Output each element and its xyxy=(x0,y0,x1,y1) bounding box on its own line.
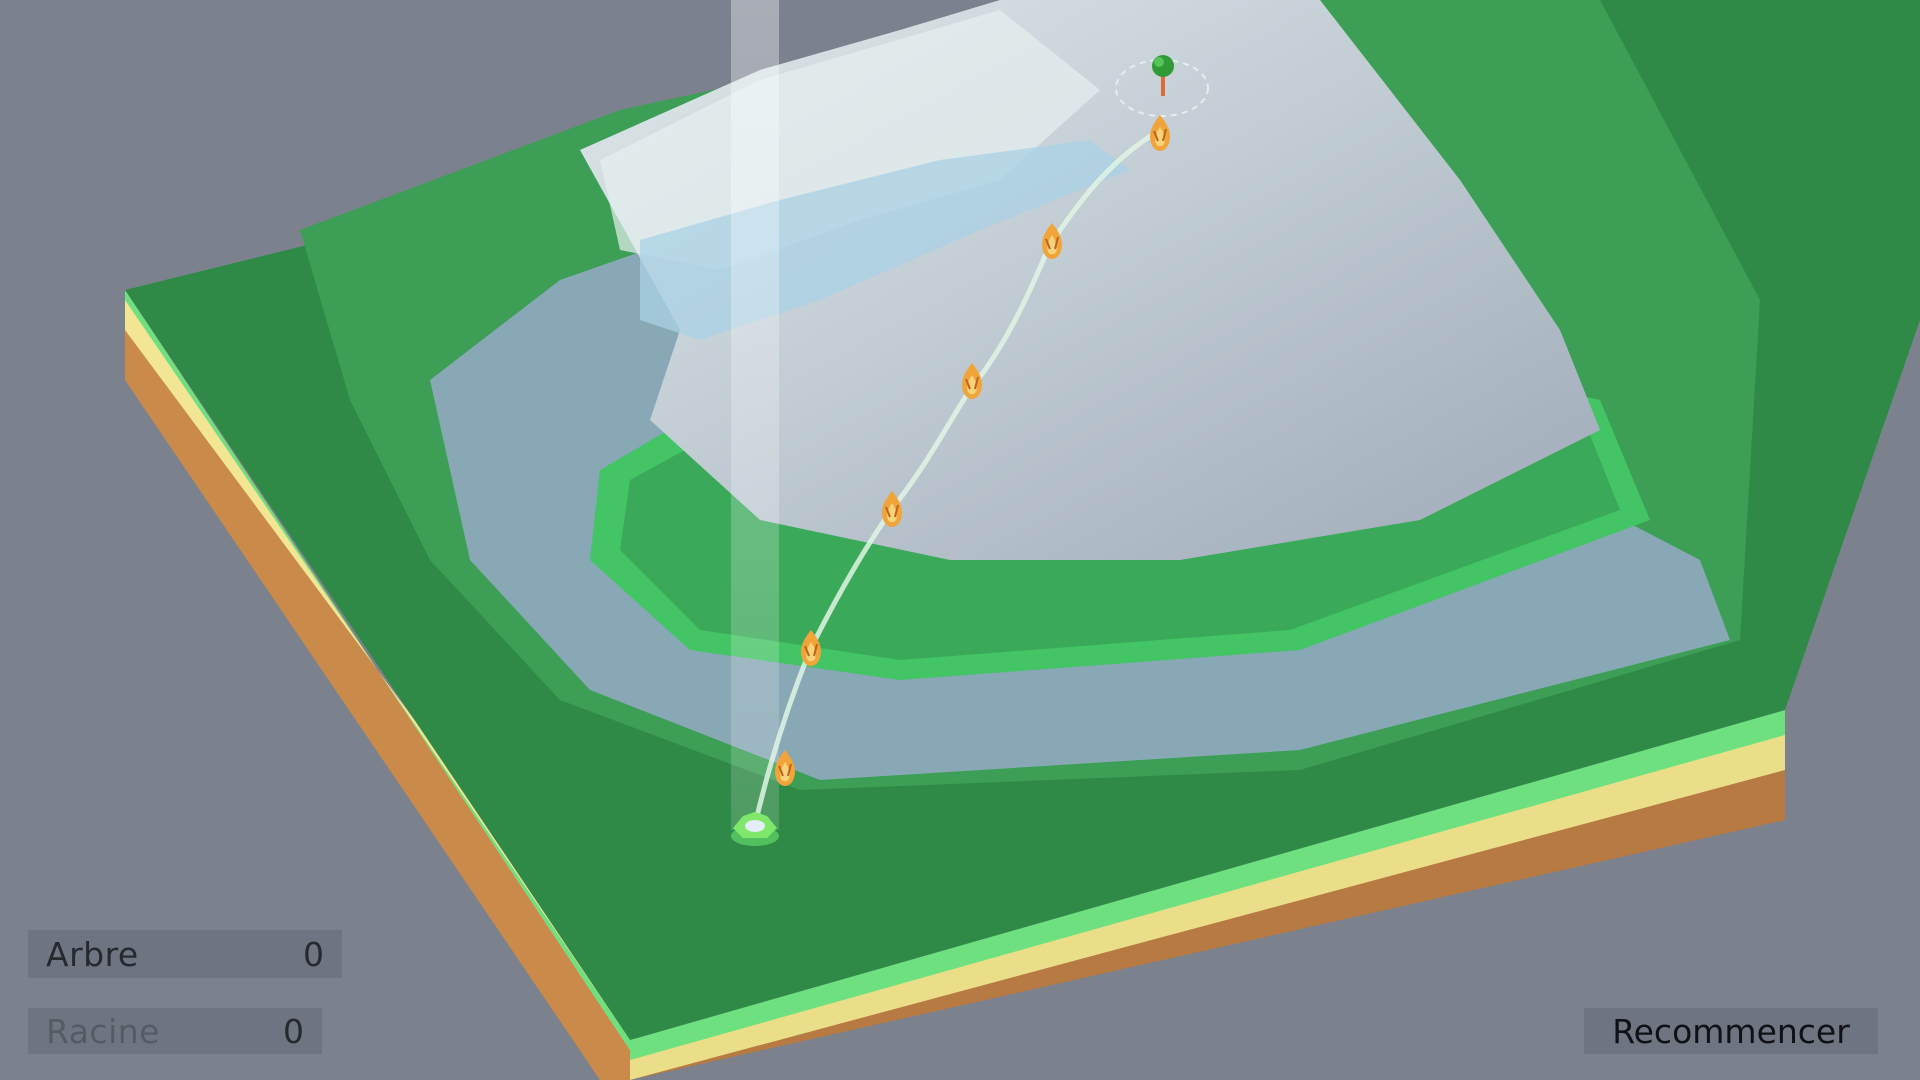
flame-sprout-icon[interactable] xyxy=(962,363,982,399)
racine-label: Racine xyxy=(46,1011,160,1051)
arbre-label: Arbre xyxy=(46,934,139,974)
flame-sprout-icon[interactable] xyxy=(882,491,902,527)
tree-icon[interactable] xyxy=(1152,55,1174,96)
racine-value: 0 xyxy=(283,1011,304,1051)
seed-icon[interactable] xyxy=(731,812,779,846)
board-sides xyxy=(125,290,1785,1080)
root-path xyxy=(752,127,1162,826)
flame-sprout-icon[interactable] xyxy=(801,630,821,666)
racine-counter: Racine 0 xyxy=(28,1008,322,1054)
flame-sprout-icon[interactable] xyxy=(775,750,795,786)
restart-button[interactable]: Recommencer xyxy=(1584,1008,1878,1054)
arbre-value: 0 xyxy=(303,934,324,974)
flame-sprout-icon[interactable] xyxy=(1150,115,1170,151)
arbre-counter: Arbre 0 xyxy=(28,930,342,978)
light-beam xyxy=(731,0,779,830)
rock-highlight xyxy=(600,10,1100,270)
flame-sprout-icon[interactable] xyxy=(1042,223,1062,259)
